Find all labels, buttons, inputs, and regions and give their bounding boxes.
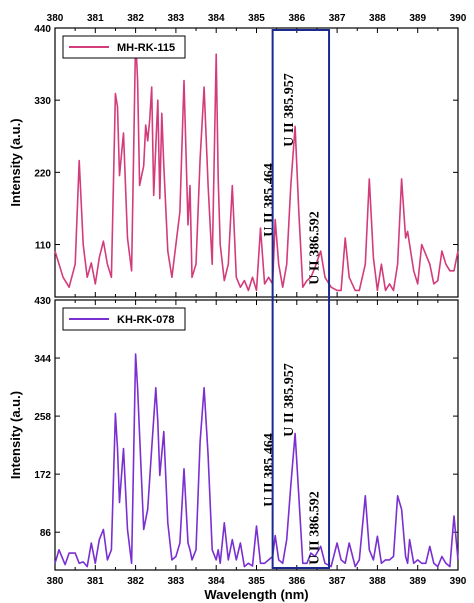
peak-annotation: U II 385.464 (262, 163, 277, 237)
x-tick-label-top: 384 (208, 13, 225, 24)
x-tick-label-top: 388 (369, 13, 386, 24)
y-tick-label: 430 (34, 296, 51, 307)
x-tick-label-bottom: 385 (248, 576, 265, 587)
panel-1: 110 220 330 440 MH-RK-115 Intensity (a.u.) U I… (8, 24, 459, 298)
y-tick-label: 440 (34, 24, 51, 35)
y-axis-title: Intensity (a.u.) (8, 118, 23, 206)
x-tick-label-top: 380 (47, 13, 64, 24)
peak-annotation: U II 385.957 (282, 73, 297, 147)
x-tick-label-bottom: 383 (168, 576, 185, 587)
y-tick-label: 330 (34, 96, 51, 107)
x-tick-label-bottom: 381 (87, 576, 104, 587)
x-axis-title: Wavelength (nm) (204, 587, 308, 602)
x-tick-label-top: 383 (168, 13, 185, 24)
panel-2: 86 172 258 344 430 KH-RK-078 Intensity (a.u.) U… (8, 296, 459, 571)
x-tick-label-bottom: 389 (409, 576, 426, 587)
legend-box (62, 35, 186, 59)
y-tick-label: 258 (34, 412, 51, 423)
peak-annotation: U II 385.464 (262, 433, 277, 507)
series-line (54, 353, 459, 568)
x-tick-label-bottom: 390 (450, 576, 467, 587)
x-tick-label-top: 390 (450, 13, 467, 24)
x-tick-label-bottom: 386 (288, 576, 305, 587)
highlight-box (271, 29, 331, 569)
y-tick-label: 110 (35, 241, 52, 252)
x-tick-label-top: 382 (127, 13, 144, 24)
y-tick-label: 220 (34, 168, 51, 179)
peak-annotation: U II 385.957 (282, 363, 297, 437)
x-tick-label-bottom: 387 (329, 576, 346, 587)
x-tick-label-top: 385 (248, 13, 265, 24)
x-tick-label-bottom: 380 (47, 576, 64, 587)
legend-label: MH-RK-115 (117, 42, 175, 54)
y-tick-label: 344 (34, 354, 51, 365)
y-tick-label: 86 (40, 528, 52, 539)
x-tick-label-top: 386 (288, 13, 305, 24)
legend-label: KH-RK-078 (117, 314, 174, 326)
y-tick-label: 172 (34, 470, 51, 481)
legend-box (62, 307, 186, 331)
peak-annotation: U II 386.592 (308, 491, 323, 565)
peak-annotation: U II 386.592 (308, 211, 323, 285)
x-tick-label-bottom: 382 (127, 576, 144, 587)
x-tick-label-top: 381 (87, 13, 104, 24)
x-tick-label-bottom: 384 (208, 576, 225, 587)
x-tick-label-top: 389 (409, 13, 426, 24)
x-tick-label-top: 387 (329, 13, 346, 24)
y-axis-title: Intensity (a.u.) (8, 391, 23, 479)
x-tick-label-bottom: 388 (369, 576, 386, 587)
series-line (54, 36, 459, 292)
